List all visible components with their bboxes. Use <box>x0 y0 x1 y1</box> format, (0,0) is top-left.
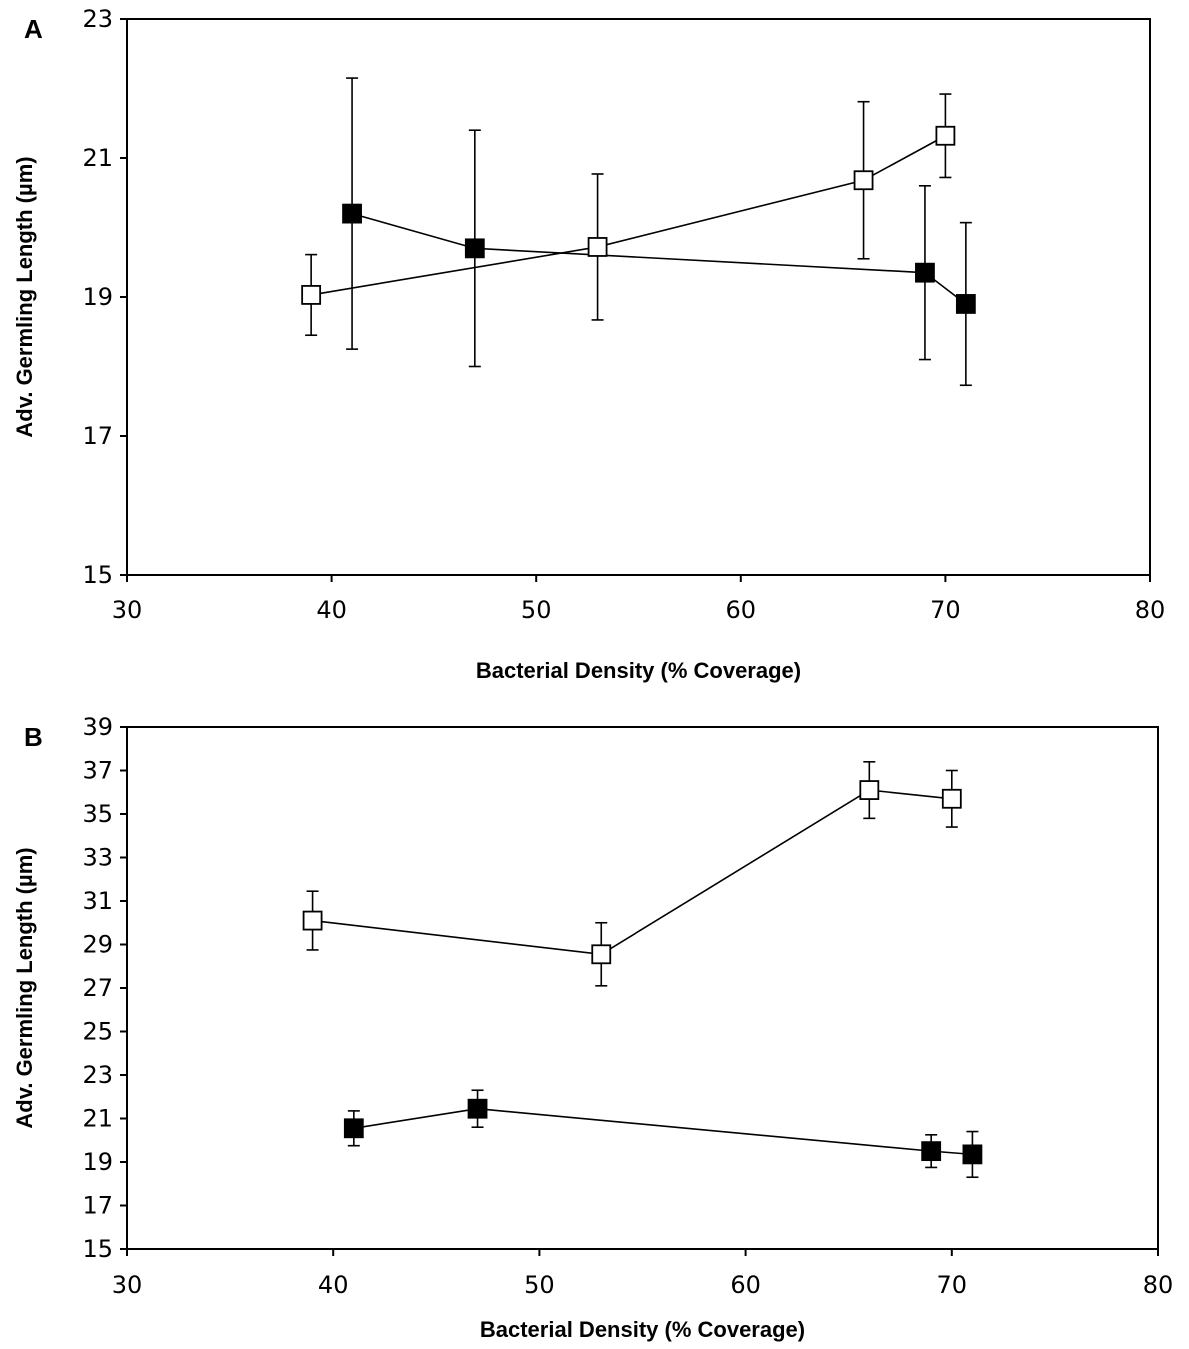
series-open <box>302 760 962 987</box>
y-tick-label: 31 <box>82 887 113 915</box>
data-point <box>464 238 485 259</box>
data-point <box>467 1098 488 1119</box>
series-line <box>351 212 967 305</box>
y-tick-label: 21 <box>82 144 113 172</box>
data-point <box>859 780 880 800</box>
y-tick-label: 35 <box>82 800 113 828</box>
data-point <box>301 285 322 305</box>
data-point <box>587 237 608 257</box>
series-line <box>311 135 946 296</box>
data-point <box>591 944 612 965</box>
panel-label: B <box>24 722 43 752</box>
y-tick-label: 39 <box>82 713 113 741</box>
data-point <box>921 1141 942 1162</box>
series-filled <box>343 1089 983 1179</box>
y-tick-label: 17 <box>82 422 113 450</box>
y-axis-title: Adv. Germling Length (µm) <box>12 847 37 1128</box>
data-point <box>853 170 874 191</box>
plot-frame <box>126 18 1151 576</box>
y-tick-label: 27 <box>82 974 113 1002</box>
panel-a: 15 17 19 21 23 30 40 50 60 70 80 Bacterial Density … <box>12 5 1165 683</box>
x-tick-label: 30 <box>112 596 143 624</box>
x-tick-label: 30 <box>112 1271 143 1299</box>
data-point <box>935 125 956 146</box>
plot-frame <box>126 726 1159 1250</box>
x-tick-label: 80 <box>1143 1271 1174 1299</box>
series-open <box>301 93 956 337</box>
x-axis-title: Bacterial Density (% Coverage) <box>480 1317 805 1342</box>
x-tick-label: 50 <box>521 596 552 624</box>
y-tick-label: 17 <box>82 1192 113 1220</box>
x-axis-title: Bacterial Density (% Coverage) <box>476 658 801 683</box>
panel-b: 15 17 19 21 23 25 27 29 31 33 35 37 39 30 40 50 60 70 80 Ba… <box>12 713 1173 1342</box>
data-point <box>302 910 323 931</box>
y-tick-label: 29 <box>82 931 113 959</box>
y-tick-label: 19 <box>82 1148 113 1176</box>
y-tick-label: 21 <box>82 1105 113 1133</box>
x-tick-label: 50 <box>524 1271 555 1299</box>
x-tick-label: 40 <box>316 596 347 624</box>
y-tick-label: 15 <box>82 561 113 589</box>
y-tick-label: 25 <box>82 1018 113 1046</box>
data-point <box>343 1118 364 1139</box>
data-point <box>941 788 962 809</box>
y-tick-label: 37 <box>82 757 113 785</box>
x-tick-label: 70 <box>937 1271 968 1299</box>
y-tick-label: 23 <box>82 5 113 33</box>
series-line <box>312 789 952 956</box>
y-tick-label: 19 <box>82 283 113 311</box>
data-point <box>955 294 976 314</box>
x-tick-label: 40 <box>318 1271 349 1299</box>
y-tick-label: 23 <box>82 1061 113 1089</box>
y-tick-label: 15 <box>82 1235 113 1263</box>
data-point <box>915 262 935 283</box>
y-axis-title: Adv. Germling Length (µm) <box>12 156 37 437</box>
x-tick-label: 60 <box>730 1271 761 1299</box>
series-filled <box>342 77 976 387</box>
x-tick-label: 60 <box>726 596 757 624</box>
x-tick-label: 80 <box>1135 596 1166 624</box>
panel-label: A <box>24 14 43 44</box>
y-tick-label: 33 <box>82 844 113 872</box>
data-point <box>962 1144 983 1165</box>
data-point <box>342 203 362 224</box>
x-tick-label: 70 <box>930 596 961 624</box>
series-line <box>353 1107 973 1156</box>
